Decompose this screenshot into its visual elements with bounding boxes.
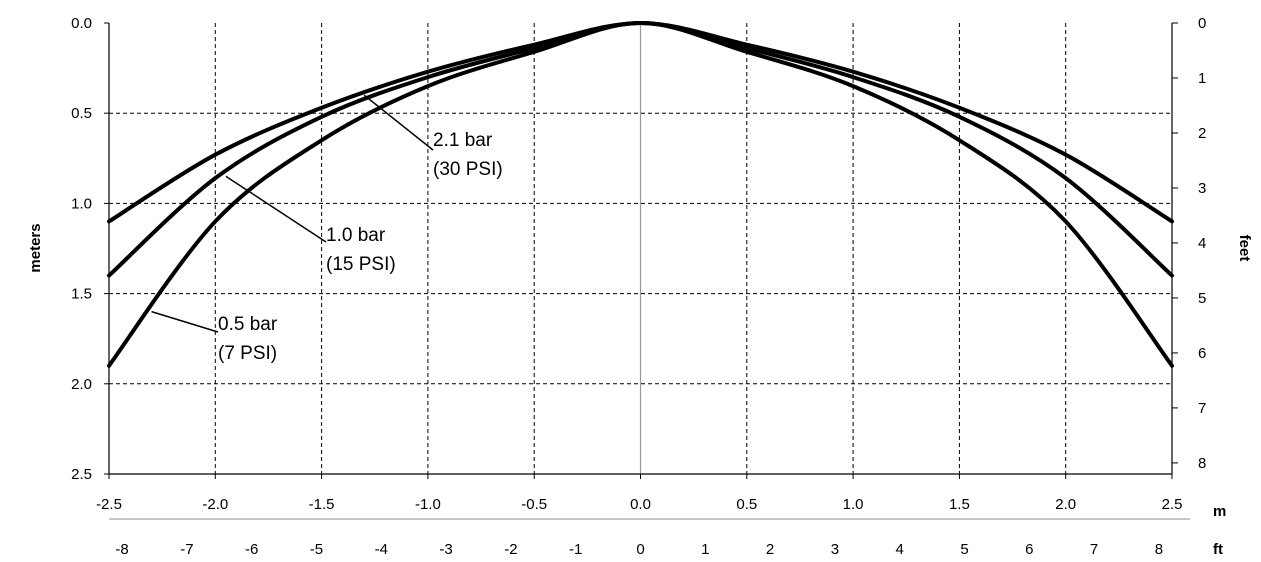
x-tick-label: -2.0: [202, 496, 228, 513]
annotation-text-3: 0.5 bar: [218, 314, 278, 335]
x2-tick-label: 3: [831, 541, 839, 558]
x2-tick-label: -2: [504, 541, 517, 558]
x2-tick-label: -5: [310, 541, 323, 558]
x-axis-unit-m: m: [1213, 503, 1226, 520]
annotation-text-3: (7 PSI): [218, 343, 277, 364]
x2-tick-label: 5: [960, 541, 968, 558]
grid: [109, 23, 1172, 474]
x-tick-label: 2.5: [1162, 496, 1183, 513]
tick-labels: -2.5 -2.0 -1.5 -1.0 -0.5 0.0 0.5 1.0 1.5 2.0 2.5 0.…: [71, 15, 1206, 558]
x2-tick-label: -1: [569, 541, 582, 558]
x2-tick-label: -6: [245, 541, 258, 558]
x-tick-label: -0.5: [521, 496, 547, 513]
x2-tick-label: 4: [896, 541, 904, 558]
y-axis-title-right: feet: [1236, 235, 1253, 262]
x-tick-label: 1.0: [843, 496, 864, 513]
annotation-text-1: (30 PSI): [433, 159, 503, 180]
y2-tick-label: 2: [1198, 125, 1206, 142]
x2-tick-label: 2: [766, 541, 774, 558]
x2-tick-label: -4: [375, 541, 388, 558]
x2-tick-label: -3: [439, 541, 452, 558]
x-tick-label: -2.5: [96, 496, 122, 513]
annotation-leader-3: [151, 310, 219, 333]
y-axis-title-left: meters: [27, 223, 44, 272]
x-tick-label: 0.5: [736, 496, 757, 513]
y2-tick-label: 8: [1198, 455, 1206, 472]
x2-tick-label: 6: [1025, 541, 1033, 558]
x2-tick-label: -7: [180, 541, 193, 558]
y-tick-label: 0.0: [71, 15, 92, 32]
annotation-text-1: 2.1 bar: [433, 130, 493, 151]
series-group: [107, 20, 1174, 368]
plot-frame: [104, 22, 1190, 520]
x-tick-label: 0.0: [630, 496, 651, 513]
x-tick-label: 2.0: [1055, 496, 1076, 513]
y-tick-label: 1.0: [71, 195, 92, 212]
y-tick-label: 2.5: [71, 466, 92, 483]
y-tick-label: 2.0: [71, 376, 92, 393]
y2-tick-label: 5: [1198, 290, 1206, 307]
y-tick-label: 1.5: [71, 286, 92, 303]
annotation-text-2: 1.0 bar: [326, 225, 386, 246]
x2-tick-label: 7: [1090, 541, 1098, 558]
annotation-text-2: (15 PSI): [326, 254, 396, 275]
y2-tick-label: 0: [1198, 15, 1206, 32]
x-tick-label: -1.0: [415, 496, 441, 513]
annotation-leader-1: [363, 94, 434, 151]
x-axis-unit-ft: ft: [1213, 541, 1223, 558]
y-tick-label: 0.5: [71, 105, 92, 122]
y2-tick-label: 1: [1198, 70, 1206, 87]
y2-tick-label: 4: [1198, 235, 1206, 252]
x2-tick-label: 1: [701, 541, 709, 558]
y2-tick-label: 3: [1198, 180, 1206, 197]
x2-tick-label: 0: [636, 541, 644, 558]
x2-tick-label: 8: [1155, 541, 1163, 558]
x2-tick-label: -8: [115, 541, 128, 558]
y2-tick-label: 6: [1198, 345, 1206, 362]
x-tick-label: -1.5: [309, 496, 335, 513]
annotations: 2.1 bar (30 PSI) 1.0 bar (15 PSI) 0.5 bar (7 …: [151, 94, 503, 364]
annotation-leader-2: [225, 175, 327, 243]
y2-tick-label: 7: [1198, 400, 1206, 417]
x-tick-label: 1.5: [949, 496, 970, 513]
